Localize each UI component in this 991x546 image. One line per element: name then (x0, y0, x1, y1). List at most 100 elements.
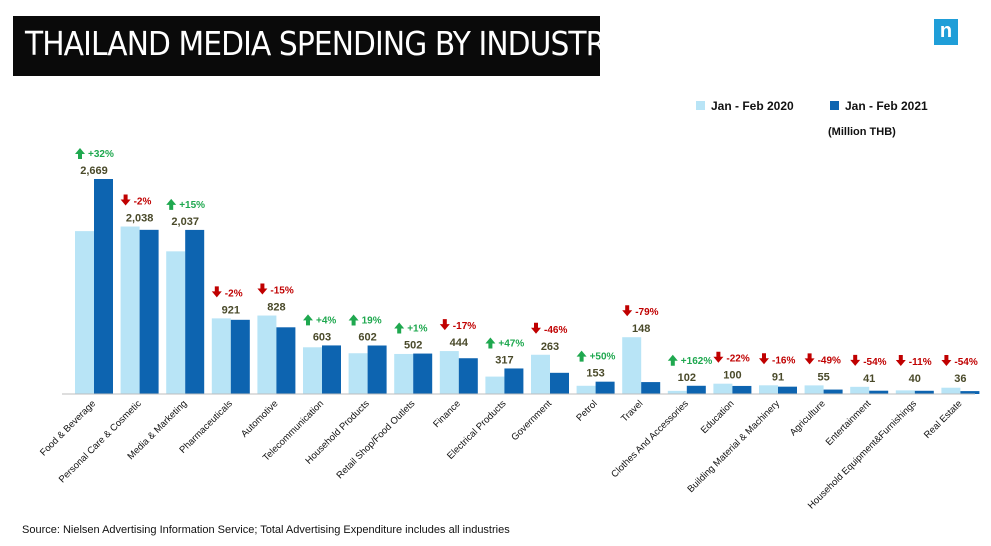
data-label: 2,038 (126, 213, 154, 225)
bar-2021 (869, 390, 889, 394)
category-label: Automotive (239, 398, 280, 439)
change-label: +4% (316, 315, 336, 326)
bar-2021 (504, 368, 524, 394)
arrow-up-icon (667, 354, 678, 366)
bar-2021 (914, 390, 934, 394)
bar-2021 (550, 372, 569, 394)
legend-swatch-2020 (696, 101, 705, 110)
bar-2020 (75, 231, 94, 394)
arrow-down-icon (713, 351, 724, 363)
bar-2020 (211, 318, 231, 394)
arrow-down-icon (941, 355, 952, 366)
bar-2020 (941, 387, 961, 394)
legend-swatch-2021 (830, 101, 839, 110)
change-label: -17% (453, 321, 476, 332)
change-label: 19% (362, 316, 382, 327)
category-label: Finance (431, 398, 463, 430)
change-label: -54% (863, 357, 886, 368)
category-label: Building Material & Machinery (685, 398, 782, 495)
bar-2020 (759, 385, 778, 394)
change-label: -2% (134, 197, 152, 208)
data-label: 148 (632, 323, 650, 335)
data-label: 2,037 (171, 216, 199, 228)
arrow-up-icon (485, 337, 496, 349)
bar-2020 (166, 251, 186, 394)
change-label: -15% (270, 286, 293, 297)
bar-2021 (276, 327, 296, 394)
arrow-down-icon (120, 194, 131, 206)
bar-2020 (576, 385, 596, 394)
data-label: 41 (863, 373, 875, 385)
bar-2020 (667, 390, 687, 394)
bar-2021 (595, 381, 615, 394)
arrow-down-icon (850, 354, 861, 366)
data-label: 828 (267, 302, 285, 314)
category-label: Entertainment (824, 398, 874, 448)
change-label: -2% (225, 288, 243, 299)
bar-2021 (367, 345, 387, 394)
arrow-down-icon (257, 283, 268, 295)
arrow-down-icon (531, 322, 541, 334)
bar-2021 (732, 385, 752, 394)
change-label: -11% (909, 357, 932, 368)
title-banner: THAILAND MEDIA SPENDING BY INDUSTRY (13, 16, 622, 76)
arrow-up-icon (394, 322, 405, 334)
change-label: +1% (407, 324, 427, 335)
category-label: Personal Care & Cosmetic (57, 398, 144, 485)
arrow-up-icon (303, 314, 313, 326)
data-label: 153 (586, 368, 604, 380)
change-label: -79% (635, 307, 658, 318)
bar-2020 (303, 347, 322, 394)
bar-2020 (120, 226, 140, 394)
category-label: Agriculture (788, 398, 828, 438)
legend-item-2020: Jan - Feb 2020 (696, 99, 794, 113)
data-label: 55 (817, 371, 829, 383)
data-label: 102 (678, 372, 696, 384)
data-label: 36 (954, 373, 966, 385)
change-label: -22% (726, 354, 749, 365)
bar-2020 (713, 383, 733, 394)
chart-title: THAILAND MEDIA SPENDING BY INDUSTRY (25, 24, 622, 63)
bar-2020 (439, 351, 459, 394)
category-label: Government (509, 398, 554, 443)
data-label: 317 (495, 354, 513, 366)
category-label: Education (699, 398, 737, 436)
source-note: Source: Nielsen Advertising Information … (22, 524, 510, 536)
data-label: 91 (772, 371, 784, 383)
change-label: +162% (681, 356, 713, 367)
change-label: +32% (88, 149, 114, 160)
change-label: -49% (818, 355, 841, 366)
bar-2020 (257, 315, 277, 394)
category-label: Petrol (574, 398, 599, 423)
data-label: 603 (313, 331, 331, 343)
change-label: -16% (772, 355, 795, 366)
unit-label: (Million THB) (828, 126, 896, 138)
legend-label-2020: Jan - Feb 2020 (711, 99, 794, 113)
arrow-up-icon (348, 314, 359, 326)
data-label: 40 (909, 373, 921, 385)
data-label: 263 (541, 341, 559, 353)
bar-2020 (531, 354, 550, 394)
change-label: +47% (498, 338, 524, 349)
category-label: Retail Shop/Food Outlets (334, 398, 417, 481)
arrow-down-icon (759, 353, 769, 365)
bar-2020 (850, 386, 870, 394)
data-label: 444 (450, 337, 469, 349)
bar-2021 (458, 358, 478, 394)
change-label: +50% (590, 352, 616, 363)
category-label: Travel (619, 398, 645, 424)
legend-label-2021: Jan - Feb 2021 (845, 99, 928, 113)
data-label: 921 (222, 304, 240, 316)
bar-2021 (778, 386, 797, 394)
change-label: -54% (954, 357, 977, 368)
bar-2021 (960, 391, 980, 394)
arrow-up-icon (166, 198, 177, 210)
bar-2020 (895, 390, 915, 394)
nielsen-logo-icon: n (934, 19, 958, 45)
bar-2021 (823, 389, 843, 394)
category-label: Real Estate (922, 398, 965, 441)
bar-2021 (686, 385, 706, 394)
arrow-up-icon (576, 350, 587, 362)
arrow-down-icon (895, 355, 906, 366)
arrow-up-icon (75, 148, 85, 159)
